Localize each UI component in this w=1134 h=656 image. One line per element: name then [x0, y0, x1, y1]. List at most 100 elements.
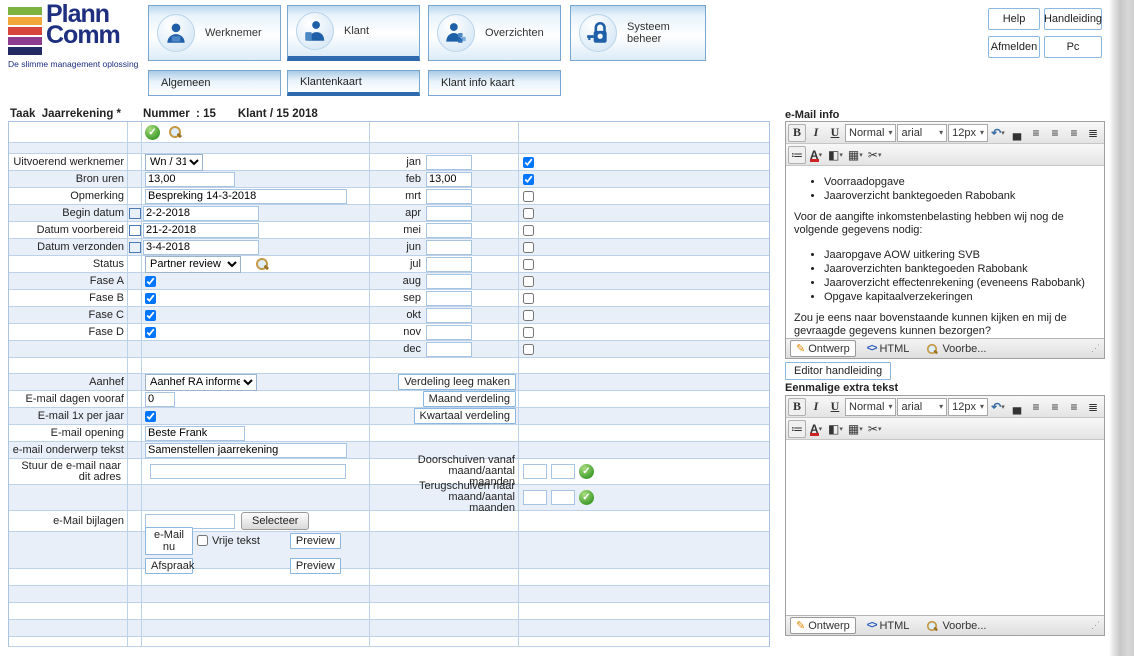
month-jan-input[interactable] [426, 154, 472, 170]
doorschuiven-apply-icon[interactable]: ✓ [579, 464, 594, 479]
help-button[interactable]: Help [988, 8, 1040, 30]
afmelden-button[interactable]: Afmelden [988, 36, 1040, 58]
subtab-algemeen[interactable]: Algemeen [148, 70, 281, 96]
ordered-list-button[interactable]: ≣ [1087, 125, 1099, 140]
tab-werknemer[interactable]: Werknemer [148, 5, 281, 61]
month-nov-input[interactable] [426, 324, 472, 340]
month-sep-input[interactable] [426, 290, 472, 306]
fase-d-checkbox[interactable] [145, 326, 156, 338]
underline-button[interactable]: U [830, 125, 840, 139]
bullet-list-button[interactable]: ≔ [788, 145, 806, 164]
calendar-icon[interactable] [128, 207, 141, 219]
doorschuiven-aantal-input[interactable] [551, 464, 575, 479]
month-jul-input[interactable] [426, 256, 472, 272]
doorschuiven-maand-input[interactable] [523, 464, 547, 479]
begin-datum-input[interactable] [143, 205, 259, 221]
save-confirm-icon[interactable]: ✓ [145, 124, 160, 140]
ontwerp-tab[interactable]: ✎ Ontwerp [790, 617, 856, 634]
datum-verzonden-input[interactable] [143, 239, 259, 255]
calendar-icon[interactable] [128, 241, 141, 253]
resize-grip[interactable]: ⋰ [1091, 343, 1100, 353]
afspraak-button[interactable]: Afspraak [145, 557, 194, 574]
month-okt-input[interactable] [426, 307, 472, 323]
status-search-icon[interactable] [255, 257, 269, 271]
extra-text-body[interactable] [786, 440, 1104, 615]
month-sep-checkbox[interactable] [523, 292, 534, 304]
justify-button[interactable]: ≡ [1070, 399, 1078, 414]
preview-email-button[interactable]: Preview [289, 532, 341, 549]
editor-handleiding-button[interactable]: Editor handleiding [785, 362, 892, 380]
opmerking-input[interactable] [145, 188, 347, 204]
month-jun-checkbox[interactable] [523, 241, 534, 253]
insert-table-button[interactable]: ▦ ▾ [847, 421, 863, 436]
fase-b-checkbox[interactable] [145, 292, 156, 304]
horizontal-rule-button[interactable]: ▄ [1012, 125, 1022, 140]
italic-button[interactable]: I [813, 125, 819, 139]
terugschuiven-maand-input[interactable] [523, 490, 547, 505]
bron-uren-input[interactable] [145, 171, 235, 187]
resize-grip[interactable]: ⋰ [1091, 620, 1100, 630]
month-apr-input[interactable] [426, 205, 472, 221]
month-mei-checkbox[interactable] [523, 224, 534, 236]
preview-afspraak-button[interactable]: Preview [289, 557, 341, 574]
aanhef-select[interactable]: Aanhef RA informeel [145, 373, 257, 391]
font-family-select[interactable]: arial ▾ [897, 123, 948, 142]
month-jul-checkbox[interactable] [523, 258, 534, 270]
verdeling-leeg-maken-button[interactable]: Verdeling leeg maken [398, 374, 516, 390]
font-size-select[interactable]: 12px ▾ [948, 123, 988, 142]
ontwerp-tab[interactable]: ✎ Ontwerp [790, 340, 856, 357]
align-left-button[interactable]: ≡ [1032, 399, 1040, 414]
datum-voorbereid-input[interactable] [143, 222, 259, 238]
subtab-klantenkaart[interactable]: Klantenkaart [287, 70, 420, 96]
email-opening-input[interactable] [145, 425, 245, 441]
search-icon[interactable] [168, 125, 182, 139]
month-feb-input[interactable] [426, 171, 472, 187]
font-color-button[interactable]: A ▾ [809, 147, 823, 162]
stuur-email-adres-input[interactable] [150, 464, 346, 479]
horizontal-rule-button[interactable]: ▄ [1012, 399, 1022, 414]
month-mrt-checkbox[interactable] [523, 190, 534, 202]
month-feb-checkbox[interactable] [523, 173, 534, 185]
handleiding-button[interactable]: Handleiding [1044, 8, 1102, 30]
email-info-body[interactable]: VoorraadopgaveJaaroverzicht banktegoeden… [786, 166, 1104, 338]
calendar-icon[interactable] [128, 224, 141, 236]
html-tab[interactable]: <> HTML [866, 619, 910, 632]
email-onderwerp-input[interactable] [145, 442, 347, 458]
fase-a-checkbox[interactable] [145, 275, 156, 287]
uitvoerend-werknemer-select[interactable]: Wn / 31 [145, 153, 203, 171]
email-1x-per-jaar-checkbox[interactable] [145, 410, 156, 422]
voorbeeld-tab[interactable]: Voorbe... [920, 341, 991, 357]
terugschuiven-apply-icon[interactable]: ✓ [579, 490, 594, 505]
fill-color-button[interactable]: ◧ ▾ [828, 147, 843, 162]
bold-button[interactable]: B [788, 397, 806, 416]
email-nu-button[interactable]: e-Mail nu [145, 526, 193, 555]
month-mei-input[interactable] [426, 222, 472, 238]
tab-klant[interactable]: Klant [287, 5, 420, 61]
tools-button[interactable]: ✂ ▾ [867, 147, 882, 162]
font-family-select[interactable]: arial ▾ [897, 397, 948, 416]
month-jan-checkbox[interactable] [523, 156, 534, 168]
underline-button[interactable]: U [830, 399, 840, 413]
justify-button[interactable]: ≡ [1070, 125, 1078, 140]
maand-verdeling-button[interactable]: Maand verdeling [422, 391, 516, 407]
indent-button[interactable]: ≡ [1051, 399, 1059, 414]
html-tab[interactable]: <> HTML [866, 342, 910, 355]
paragraph-format-select[interactable]: Normal ▾ [845, 123, 897, 142]
month-aug-checkbox[interactable] [523, 275, 534, 287]
month-nov-checkbox[interactable] [523, 326, 534, 338]
window-scrollbar-strip[interactable] [1109, 0, 1134, 656]
subtab-klant-info-kaart[interactable]: Klant info kaart [428, 70, 561, 96]
tools-button[interactable]: ✂ ▾ [867, 421, 882, 436]
status-select[interactable]: Partner review [145, 255, 241, 273]
email-dagen-vooraf-input[interactable] [145, 391, 175, 407]
ordered-list-button[interactable]: ≣ [1087, 399, 1099, 414]
month-dec-checkbox[interactable] [523, 343, 534, 355]
bullet-list-button[interactable]: ≔ [788, 419, 806, 438]
tab-overzichten[interactable]: Overzichten [428, 5, 561, 61]
selecteer-button[interactable]: Selecteer [241, 512, 310, 530]
vrije-tekst-checkbox[interactable] [197, 535, 208, 546]
month-okt-checkbox[interactable] [523, 309, 534, 321]
month-apr-checkbox[interactable] [523, 207, 534, 219]
undo-button[interactable]: ↶ ▾ [991, 399, 1005, 414]
align-left-button[interactable]: ≡ [1032, 125, 1040, 140]
